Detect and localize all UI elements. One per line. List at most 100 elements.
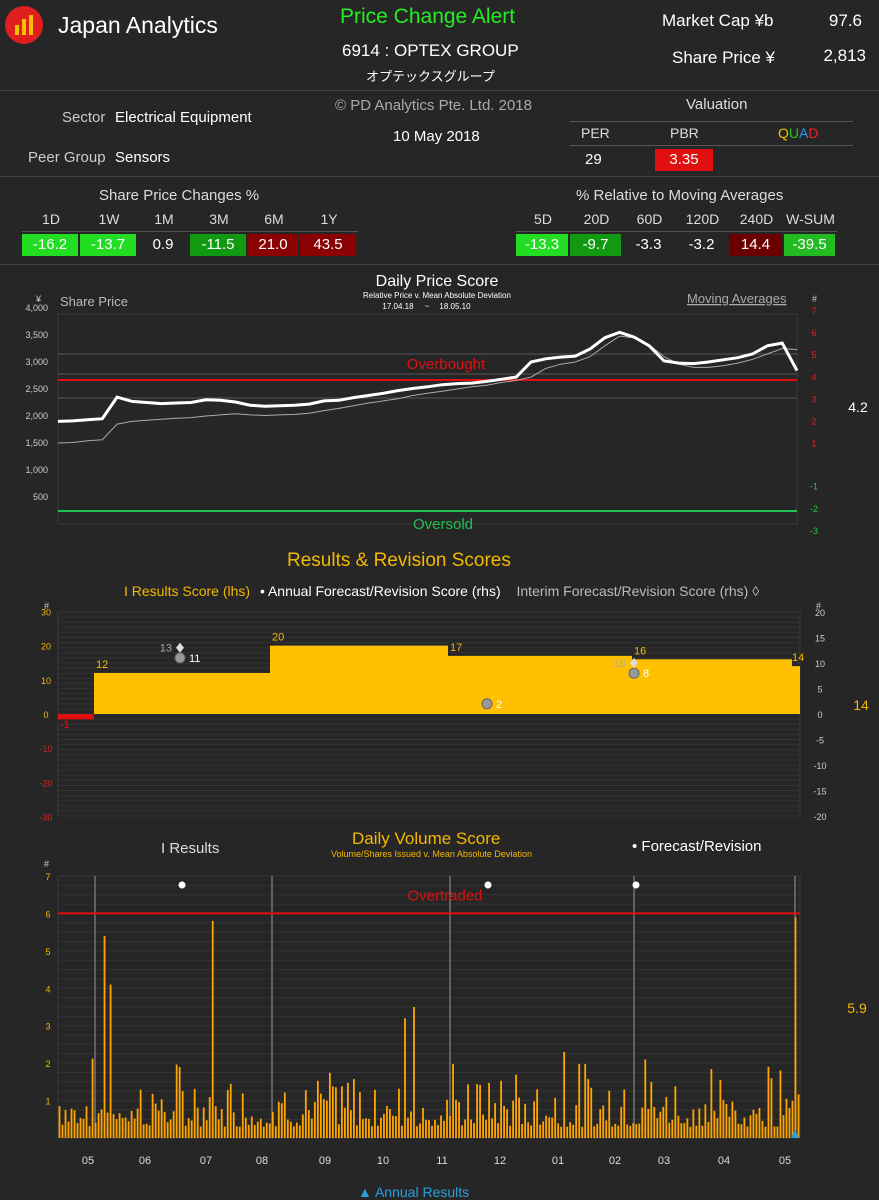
volume-bar	[626, 1124, 629, 1138]
volume-bar	[85, 1106, 88, 1138]
volume-bar	[659, 1111, 662, 1138]
volume-bar	[533, 1101, 536, 1138]
copyright: © PD Analytics Pte. Ltd. 2018	[335, 97, 532, 114]
volume-bar	[764, 1126, 767, 1138]
volume-bar	[776, 1126, 779, 1138]
volume-bar	[728, 1116, 731, 1138]
month-label: 03	[658, 1155, 670, 1167]
volume-bar	[590, 1087, 593, 1138]
results-score-label: 14	[792, 652, 804, 664]
volume-bar	[199, 1126, 202, 1138]
current-volume-score: 5.9	[847, 1000, 867, 1016]
results-revision-chart: # #30 20 10 0 -10 -20 -30 20 15 10 5 0 -5 -10 -15 -20 -1 1…	[39, 601, 869, 823]
volume-bar	[316, 1080, 319, 1138]
volume-bar	[356, 1125, 358, 1138]
price-tick: 500	[33, 492, 48, 502]
bar-chart-icon	[15, 15, 33, 35]
volume-bar	[371, 1126, 373, 1138]
month-label: 05	[82, 1155, 94, 1167]
score-tick: 4	[811, 372, 816, 382]
volume-bar	[467, 1084, 469, 1138]
volume-bar	[542, 1121, 545, 1138]
results-score-label: -1	[60, 719, 70, 731]
price-tick: 2,000	[25, 411, 48, 421]
sector-label: Sector	[62, 109, 106, 126]
price-change-header-1d: 1D	[42, 211, 60, 227]
score-tick: -1	[810, 482, 818, 492]
volume-bar	[443, 1120, 445, 1138]
volume-bar	[160, 1099, 163, 1138]
volume-bar	[440, 1115, 442, 1138]
volume-bar	[698, 1108, 701, 1138]
volume-bar	[253, 1125, 256, 1138]
month-label: 04	[718, 1155, 730, 1167]
volume-bar	[97, 1113, 100, 1138]
volume-bar	[106, 1112, 109, 1138]
volume-bar	[620, 1106, 623, 1138]
volume-bar	[434, 1119, 436, 1138]
volume-bar	[617, 1125, 620, 1138]
volume-tick: 7	[45, 872, 50, 882]
volume-bar	[797, 1094, 800, 1138]
volume-bar	[202, 1107, 205, 1138]
score-axis-unit: #	[812, 294, 817, 304]
valuation-title: Valuation	[686, 96, 748, 113]
volume-bar	[274, 1126, 277, 1138]
volume-bar	[313, 1102, 316, 1138]
volume-bar	[256, 1121, 259, 1138]
volume-bar	[599, 1109, 602, 1138]
legend-results: I Results Score (lhs)	[124, 583, 251, 599]
volume-bar	[509, 1125, 512, 1138]
volume-bar	[491, 1118, 493, 1138]
volume-bar	[794, 917, 797, 1138]
results-score-bar	[58, 714, 94, 720]
volume-bar	[704, 1104, 707, 1138]
score-tick: 3	[811, 394, 816, 404]
volume-bar	[710, 1069, 713, 1138]
volume-bar	[665, 1096, 668, 1138]
quad-q: Q	[778, 125, 789, 141]
ma-rel-header-20d: 20D	[583, 211, 610, 227]
volume-bar	[112, 1114, 115, 1138]
volume-bar	[280, 1103, 283, 1138]
volume-bar	[220, 1109, 223, 1138]
overbought-label: Overbought	[407, 356, 486, 373]
volume-bar	[578, 1063, 581, 1138]
price-chart-title: Daily Price Score	[376, 273, 499, 290]
volume-bar	[791, 1100, 794, 1138]
volume-bar	[374, 1089, 376, 1138]
share-price-label: Share Price	[60, 294, 128, 309]
volume-bar	[482, 1114, 484, 1138]
price-change-value-1d: -16.2	[22, 234, 78, 256]
volume-bar	[656, 1118, 659, 1138]
rhs-tick: -20	[813, 812, 826, 822]
volume-bar	[79, 1117, 82, 1138]
volume-bar	[193, 1088, 196, 1138]
plot-frame	[57, 313, 798, 525]
volume-bar	[470, 1119, 472, 1138]
ma-rel-value-120d: -3.2	[688, 236, 715, 253]
volume-bar	[527, 1122, 530, 1138]
volume-bar	[425, 1119, 427, 1138]
quad-d: D	[808, 125, 819, 141]
volume-bar	[716, 1118, 719, 1138]
volume-bar	[395, 1116, 397, 1138]
volume-bar	[352, 1079, 355, 1138]
volume-bar	[635, 1124, 638, 1138]
legend-interim: Interim Forecast/Revision Score (rhs) ◊	[516, 583, 760, 599]
volume-axis-unit: #	[44, 859, 49, 869]
volume-bar	[677, 1115, 680, 1138]
volume-bar	[380, 1117, 382, 1138]
volume-bar	[668, 1122, 671, 1138]
volume-bar	[124, 1117, 127, 1138]
volume-bar	[566, 1126, 569, 1138]
volume-bar	[557, 1123, 560, 1138]
volume-bar	[530, 1125, 533, 1138]
volume-bar	[479, 1084, 481, 1138]
volume-bar	[172, 1111, 175, 1138]
price-chart-date-sep: ~	[425, 302, 430, 311]
volume-tick: 1	[45, 1097, 50, 1107]
volume-chart-subtitle: Volume/Shares Issued v. Mean Absolute De…	[331, 849, 532, 859]
price-change-header-1y: 1Y	[320, 211, 338, 227]
volume-bar	[413, 1007, 415, 1138]
